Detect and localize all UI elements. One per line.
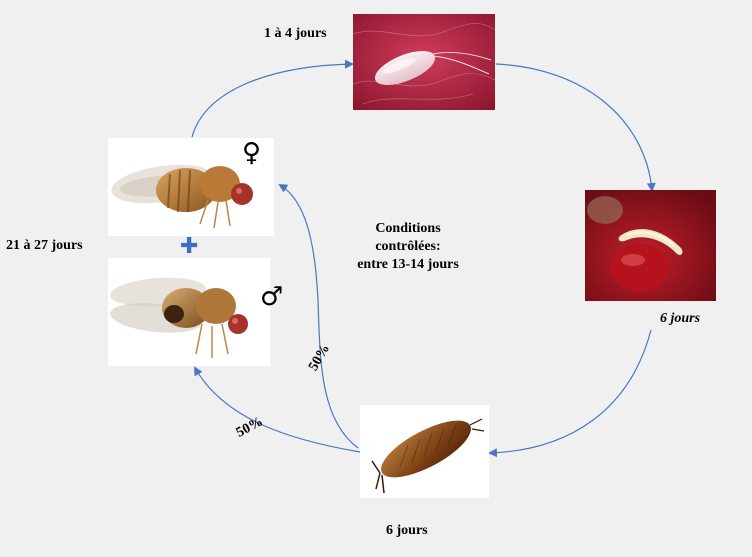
male-fly-photo: [108, 258, 270, 366]
egg-photo: [352, 14, 496, 110]
larva-photo: [585, 190, 716, 301]
egg-duration-label: 1 à 4 jours: [264, 26, 327, 41]
arrow-pupa-to-female: [278, 183, 359, 449]
note-line-1: Conditions: [375, 221, 441, 236]
note-line-2: contrôlées:: [375, 239, 441, 254]
larva-duration-label: 6 jours: [660, 311, 701, 326]
arrow-egg-to-larva: [495, 63, 656, 192]
arrow-pupa-to-male: [193, 366, 361, 453]
male-symbol: ♂: [260, 282, 284, 312]
note-line-3: entre 13-14 jours: [357, 257, 459, 272]
pupa-duration-label: 6 jours: [386, 523, 428, 538]
plus-icon: ✚: [180, 234, 199, 259]
pupa-photo: [360, 405, 489, 498]
controlled-conditions-note: Conditions contrôlées: entre 13-14 jours: [340, 220, 476, 274]
adult-duration-label: 21 à 27 jours: [6, 238, 83, 253]
female-fly-photo: [108, 138, 274, 236]
arrow-adult-to-egg: [191, 59, 354, 138]
arrow-larva-to-pupa: [488, 329, 652, 458]
female-symbol: ♀: [242, 138, 262, 168]
